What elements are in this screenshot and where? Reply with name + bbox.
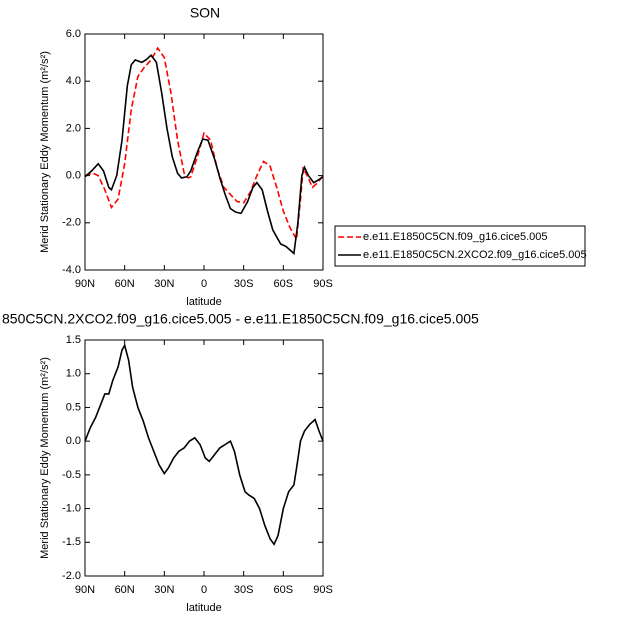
y-tick-label: 2.0 — [66, 122, 81, 134]
x-tick-label: 60N — [115, 278, 135, 290]
x-tick-label: 90S — [313, 278, 333, 290]
x-axis-label: latitude — [186, 296, 221, 308]
y-tick-label: -2.0 — [62, 570, 81, 582]
x-tick-label: 60N — [115, 584, 135, 596]
y-tick-label: 0.0 — [66, 170, 81, 182]
y-tick-label: -4.0 — [62, 264, 81, 276]
data-line — [84, 343, 324, 546]
y-tick-label: 1.0 — [66, 368, 81, 380]
plot-frame — [84, 339, 324, 577]
y-tick-label: 4.0 — [66, 75, 81, 87]
plot-area: SON -4.0 -2.0 0.0 2.0 4.0 6.0 90N 60N 30N 0 30S 60S 9… — [39, 5, 587, 308]
legend-label: e.e11.E1850C5CN.2XCO2.f09_g16.cice5.005 — [363, 249, 587, 261]
x-tick-label: 0 — [201, 584, 207, 596]
x-tick-label: 30S — [234, 584, 254, 596]
y-axis-label: Merid Stationary Eddy Momentum (m²/s²) — [39, 51, 51, 253]
y-tick-label: -1.5 — [62, 536, 81, 548]
x-tick-label: 30N — [154, 278, 174, 290]
y-tick-label: -1.0 — [62, 502, 81, 514]
x-tick-label: 30S — [234, 278, 254, 290]
x-axis-label: latitude — [186, 602, 221, 614]
legend-box — [334, 225, 586, 267]
x-tick-label: 90S — [313, 584, 333, 596]
x-tick-label: 0 — [201, 278, 207, 290]
chart-title: 850C5CN.2XCO2.f09_g16.cice5.005 - e.e11.… — [2, 311, 479, 327]
chart-title: SON — [190, 5, 220, 21]
y-tick-label: 0.0 — [66, 435, 81, 447]
y-tick-label: 0.5 — [66, 401, 81, 413]
x-tick-label: 30N — [154, 584, 174, 596]
y-tick-label: 1.5 — [66, 334, 81, 346]
data-line — [84, 54, 324, 256]
y-tick-label: -2.0 — [62, 217, 81, 229]
plot-area: 850C5CN.2XCO2.f09_g16.cice5.005 - e.e11.… — [2, 311, 479, 614]
y-axis-label: Merid Stationary Eddy Momentum (m²/s²) — [39, 357, 51, 559]
x-tick-label: 60S — [274, 584, 294, 596]
x-tick-label: 60S — [274, 278, 294, 290]
y-tick-label: -0.5 — [62, 469, 81, 481]
data-line — [84, 46, 324, 242]
plot-frame — [84, 33, 324, 271]
legend-label: e.e11.E1850C5CN.f09_g16.cice5.005 — [363, 231, 548, 243]
x-tick-label: 90N — [75, 584, 95, 596]
x-tick-label: 90N — [75, 278, 95, 290]
y-tick-label: 6.0 — [66, 28, 81, 40]
